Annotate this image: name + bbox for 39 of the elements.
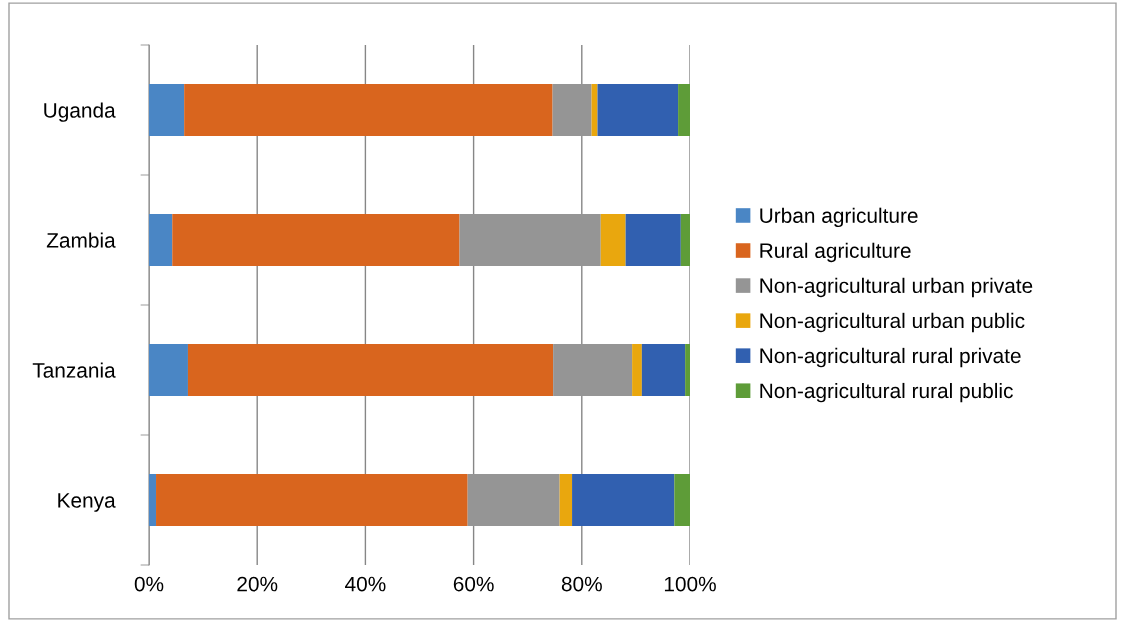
bar [641,344,686,396]
bar [149,84,185,136]
bar [572,474,675,526]
bar [459,214,601,266]
bar [553,344,633,396]
x-tick-label: 100% [664,576,716,592]
x-tick-label: 80% [561,576,602,592]
legend-label: Non-agricultural urban public [760,312,1025,333]
bar [467,474,560,526]
legend-label: Non-agricultural urban private [760,277,1033,298]
bar [600,214,626,266]
bar [685,344,690,396]
bar [184,84,553,136]
bar [678,84,690,136]
legend-label: Rural agriculture [760,242,911,263]
y-tick-label: Kenya [58,493,116,512]
bar [149,344,188,396]
bar [597,84,679,136]
bar [156,474,468,526]
bar [674,474,690,526]
legend-label: Non-agricultural rural public [760,382,1013,403]
legend-label: Non-agricultural rural private [760,347,1021,368]
bar [680,214,690,266]
y-tick-label: Zambia [46,232,116,248]
bar [172,214,460,266]
bar [187,344,554,396]
y-tick-label: Uganda [44,102,116,122]
bar [559,474,573,526]
bar [625,214,681,266]
x-tick-label: 0% [134,576,164,592]
bar [552,84,592,136]
bar [149,474,157,526]
x-tick-label: 40% [345,576,386,592]
x-tick-label: 60% [453,576,494,592]
y-tick-label: Tanzania [32,362,116,378]
x-tick-label: 20% [237,576,278,592]
legend-label: Urban agriculture [760,207,918,228]
bar [149,214,173,266]
bar [632,344,642,396]
